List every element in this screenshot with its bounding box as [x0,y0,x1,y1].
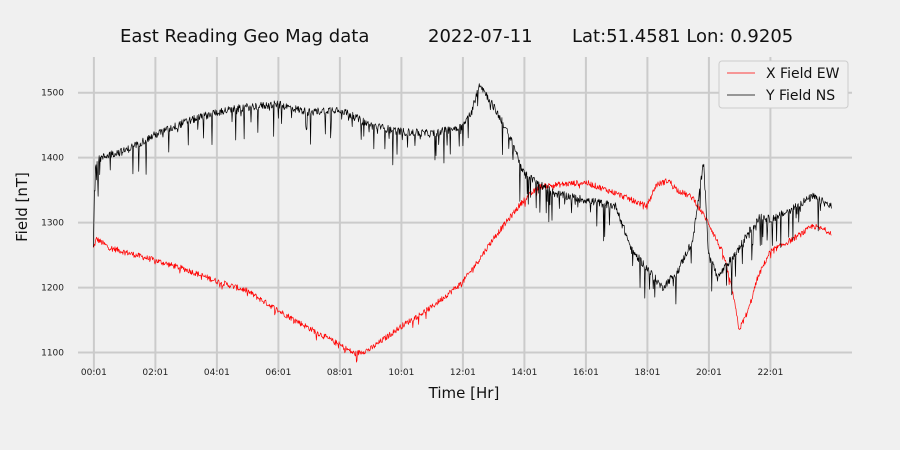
y-tick-label: 1500 [41,89,64,99]
series-group [93,83,832,363]
y-tick-label: 1200 [41,284,64,294]
x-tick-label: 08:01 [327,368,353,378]
x-tick-label: 10:01 [388,368,414,378]
x-tick-label: 02:01 [142,368,168,378]
legend-label-y-field: Y Field NS [765,88,835,104]
chart-date: 2022-07-11 [428,26,533,47]
x-tick-label: 12:01 [450,368,476,378]
ticks-group: 00:01 02:01 04:01 06:01 08:01 10:01 12:01 14:01… [41,89,783,378]
x-tick-label: 22:01 [757,368,783,378]
y-tick-label: 1300 [41,219,64,229]
legend: X Field EW Y Field NS [718,60,849,109]
series-line-y-field [93,83,832,305]
x-tick-label: 00:01 [81,368,107,378]
y-tick-label: 1100 [41,349,64,359]
x-tick-label: 18:01 [634,368,660,378]
chart-title: East Reading Geo Mag data [120,26,369,47]
x-tick-label: 04:01 [204,368,230,378]
x-axis-label: Time [Hr] [428,384,500,402]
legend-label-x-field: X Field EW [766,66,840,82]
x-tick-label: 14:01 [511,368,537,378]
grid [78,57,852,372]
series-line-x-field [93,178,832,363]
x-tick-label: 16:01 [573,368,599,378]
x-tick-label: 06:01 [265,368,291,378]
y-tick-label: 1400 [41,154,64,164]
y-axis-label: Field [nT] [13,172,31,242]
x-tick-label: 20:01 [696,368,722,378]
chart-location: Lat:51.4581 Lon: 0.9205 [572,26,793,47]
